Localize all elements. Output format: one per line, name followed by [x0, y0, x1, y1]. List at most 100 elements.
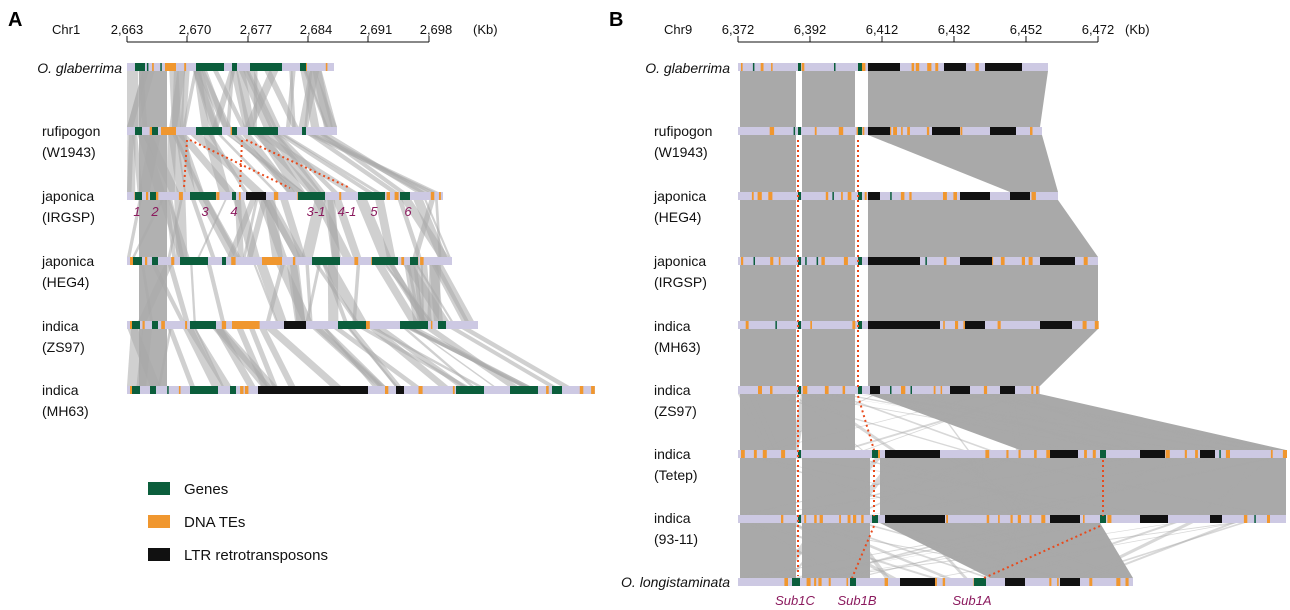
panel-b-tick-label: 6,452: [1010, 22, 1043, 37]
synteny-ribbon: [914, 394, 1115, 450]
synteny-ribbon: [811, 523, 951, 578]
synteny-ribbon: [967, 458, 1018, 515]
synteny-ribbon: [985, 394, 1113, 450]
synteny-ribbon: [397, 200, 422, 257]
synteny-ribbon: [762, 394, 877, 450]
synteny-ribbon: [866, 458, 1223, 515]
synteny-ribbon: [214, 329, 256, 386]
synteny-ribbon: [315, 71, 337, 127]
synteny-ribbon: [375, 265, 418, 321]
synteny-ribbon: [988, 394, 1256, 450]
synteny-ribbon: [791, 394, 809, 450]
synteny-ribbon: [991, 458, 1271, 515]
synteny-ribbon: [307, 135, 398, 192]
synteny-ribbon: [230, 71, 251, 127]
panel-b: B Chr9 (Kb) 6,372 6,392 6,412 6,432 6,45…: [609, 9, 1287, 608]
synteny-ribbon: [450, 329, 556, 386]
synteny-ribbon: [802, 523, 870, 578]
synteny-ribbon: [322, 265, 367, 321]
synteny-ribbon: [792, 394, 1123, 450]
synteny-ribbon: [940, 458, 1149, 515]
synteny-ribbon: [289, 71, 296, 127]
gene-number-label: 4-1: [338, 204, 357, 219]
panel-a-axis-ticks: [126, 36, 430, 42]
synteny-ribbon: [280, 200, 306, 257]
synteny-ribbon: [840, 394, 1036, 450]
synteny-ribbon: [802, 200, 855, 257]
synteny-ribbon: [264, 200, 283, 257]
synteny-ribbon: [792, 523, 1064, 578]
panel-b-synteny-ribbons: [738, 71, 1286, 578]
sequence-track: [738, 192, 1058, 200]
synteny-ribbon: [788, 523, 1103, 578]
panel-a-tick-labels: 2,663 2,670 2,677 2,684 2,691 2,698: [111, 22, 453, 37]
synteny-ribbon: [1055, 458, 1178, 515]
synteny-ribbon: [797, 458, 1016, 515]
panel-a-tick-label: 2,677: [240, 22, 273, 37]
panel-b-chr-label: Chr9: [664, 22, 692, 37]
synteny-ribbon: [789, 523, 897, 578]
legend-label-genes: Genes: [184, 481, 228, 498]
synteny-ribbon: [1013, 523, 1054, 578]
synteny-ribbon: [127, 200, 142, 257]
synteny-ribbon: [740, 458, 796, 515]
synteny-ribbon: [758, 458, 1017, 515]
synteny-ribbon: [1215, 458, 1253, 515]
synteny-ribbon: [369, 329, 449, 386]
synteny-ribbon: [298, 71, 320, 127]
synteny-ribbon: [868, 329, 1098, 386]
row-label-accession: (IRGSP): [42, 209, 95, 225]
synteny-ribbon: [992, 523, 1021, 578]
panel-b-tick-label: 6,412: [866, 22, 899, 37]
synteny-ribbon: [974, 458, 991, 515]
row-label-accession: (Tetep): [654, 467, 698, 483]
synteny-ribbon: [802, 265, 855, 321]
synteny-ribbon: [868, 394, 1286, 450]
panel-a-unit: (Kb): [473, 22, 498, 37]
synteny-ribbon: [868, 265, 1098, 321]
synteny-ribbon: [853, 458, 1093, 515]
panel-b-tick-labels: 6,372 6,392 6,412 6,432 6,452 6,472: [722, 22, 1115, 37]
synteny-ribbon: [193, 71, 209, 127]
synteny-ribbon: [863, 394, 1236, 450]
synteny-ribbon: [289, 265, 306, 321]
synteny-ribbon: [139, 265, 167, 321]
row-label-accession: (W1943): [654, 144, 708, 160]
synteny-ribbon: [823, 523, 991, 578]
synteny-ribbon: [853, 523, 1083, 578]
synteny-ribbon: [947, 458, 1036, 515]
synteny-ribbon: [246, 71, 277, 127]
row-label-accession: (ZS97): [654, 403, 697, 419]
synteny-ribbon: [425, 329, 518, 386]
synteny-ribbon: [883, 394, 1264, 450]
synteny-ribbon: [868, 135, 1058, 192]
panel-a-row-labels: O. glaberrima rufipogon (W1943) japonica…: [37, 60, 122, 419]
synteny-ribbon: [1007, 394, 1023, 450]
row-label-accession: (HEG4): [42, 274, 89, 290]
row-label-species: japonica: [41, 188, 94, 204]
synteny-ribbon: [218, 135, 278, 192]
synteny-ribbon: [802, 458, 870, 515]
synteny-ribbon: [246, 200, 268, 257]
synteny-ribbon: [433, 265, 474, 321]
panel-b-tick-label: 6,472: [1082, 22, 1115, 37]
synteny-ribbon: [742, 523, 1047, 578]
synteny-ribbon: [925, 394, 969, 450]
synteny-ribbon: [931, 523, 1237, 578]
synteny-ribbon: [253, 135, 318, 192]
synteny-ribbon: [838, 394, 1140, 450]
synteny-ribbon: [855, 394, 1230, 450]
synteny-ribbon: [169, 71, 186, 127]
sequence-track: [738, 127, 1042, 135]
panel-a-gene-numbers: 1 2 3 4 3-1 4-1 5 6: [133, 204, 412, 219]
synteny-ribbon: [763, 458, 1135, 515]
panel-a-highlight-lines: [183, 139, 351, 189]
synteny-ribbon: [754, 458, 936, 515]
synteny-ribbon: [278, 135, 373, 192]
synteny-ribbon: [253, 71, 258, 127]
synteny-ribbon: [127, 135, 136, 192]
synteny-ribbon: [427, 265, 442, 321]
synteny-ribbon: [748, 394, 780, 450]
synteny-ribbon: [864, 394, 1023, 450]
